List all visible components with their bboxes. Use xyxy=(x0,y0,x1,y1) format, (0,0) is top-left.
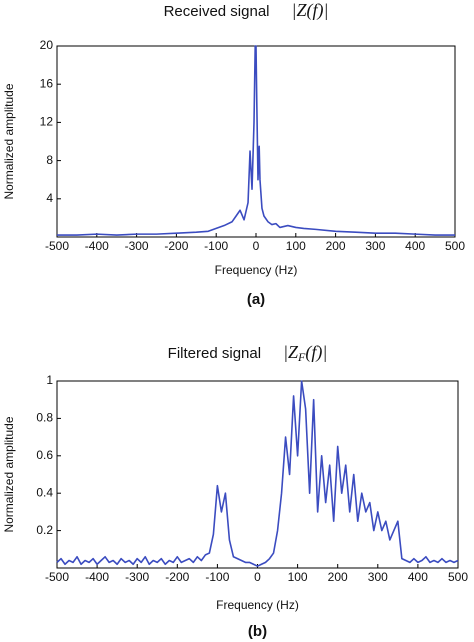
x-tick-label: 0 xyxy=(253,239,260,253)
x-tick-label: -500 xyxy=(45,570,69,584)
panel-label: (a) xyxy=(247,291,265,308)
y-axis-label: Normalized amplitude xyxy=(2,416,16,532)
x-axis-label: Frequency (Hz) xyxy=(216,598,299,612)
plot-frame xyxy=(56,380,459,569)
x-tick-label: 200 xyxy=(326,239,346,253)
panel-label: (b) xyxy=(248,623,267,640)
x-tick-label: -200 xyxy=(165,570,189,584)
title-text: Received signal xyxy=(164,3,270,20)
title-formula: |Z xyxy=(283,342,299,362)
x-tick-label: -100 xyxy=(205,570,229,584)
x-tick-label: 300 xyxy=(365,239,385,253)
x-tick-label: -300 xyxy=(125,570,149,584)
x-tick-label: 400 xyxy=(405,239,425,253)
x-tick-label: -100 xyxy=(204,239,228,253)
title-formula: |Z(f)| xyxy=(292,0,329,21)
y-tick-label: 4 xyxy=(46,191,53,205)
y-tick-label: 8 xyxy=(46,153,53,167)
y-tick-label: 20 xyxy=(40,38,54,52)
x-tick-label: 300 xyxy=(368,570,388,584)
y-tick-label: 0.2 xyxy=(36,523,53,537)
series-line xyxy=(56,380,459,567)
chart-title: Received signal |Z(f)| xyxy=(164,0,329,21)
x-tick-label: -200 xyxy=(164,239,188,253)
y-tick-label: 0.4 xyxy=(36,485,53,499)
x-tick-label: 200 xyxy=(328,570,348,584)
x-tick-label: 500 xyxy=(445,239,465,253)
x-tick-label: -300 xyxy=(125,239,149,253)
chart-title: Filtered signal |ZF(f)| xyxy=(168,342,328,364)
y-axis-label: Normalized amplitude xyxy=(2,83,16,199)
x-tick-label: -500 xyxy=(45,239,69,253)
x-tick-label: 500 xyxy=(448,570,468,584)
y-tick-label: 0.6 xyxy=(36,448,53,462)
y-tick-label: 16 xyxy=(40,76,54,90)
x-tick-label: -400 xyxy=(85,570,109,584)
x-tick-label: 100 xyxy=(286,239,306,253)
x-tick-label: 400 xyxy=(408,570,428,584)
series-line xyxy=(57,45,455,236)
x-axis-label: Frequency (Hz) xyxy=(215,263,298,277)
y-tick-label: 12 xyxy=(40,115,54,129)
x-tick-label: -400 xyxy=(85,239,109,253)
x-tick-label: 100 xyxy=(288,570,308,584)
title-formula-rest: (f)| xyxy=(305,342,327,363)
title-formula-sub: F xyxy=(297,350,306,364)
x-tick-label: 0 xyxy=(254,570,261,584)
y-tick-label: 1 xyxy=(46,373,53,387)
title-text: Filtered signal xyxy=(168,345,261,362)
y-tick-label: 0.8 xyxy=(36,411,53,425)
